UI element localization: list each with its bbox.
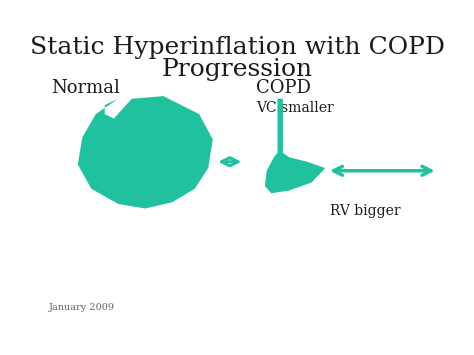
Text: January 2009: January 2009 [49,303,115,312]
Text: RV bigger: RV bigger [329,204,400,218]
Polygon shape [265,99,325,193]
Text: COPD: COPD [256,79,311,97]
Text: Static Hyperinflation with COPD: Static Hyperinflation with COPD [29,36,445,59]
Text: Progression: Progression [162,58,312,81]
Text: Normal: Normal [51,79,119,97]
Text: VC smaller: VC smaller [256,100,334,115]
Polygon shape [78,96,213,208]
